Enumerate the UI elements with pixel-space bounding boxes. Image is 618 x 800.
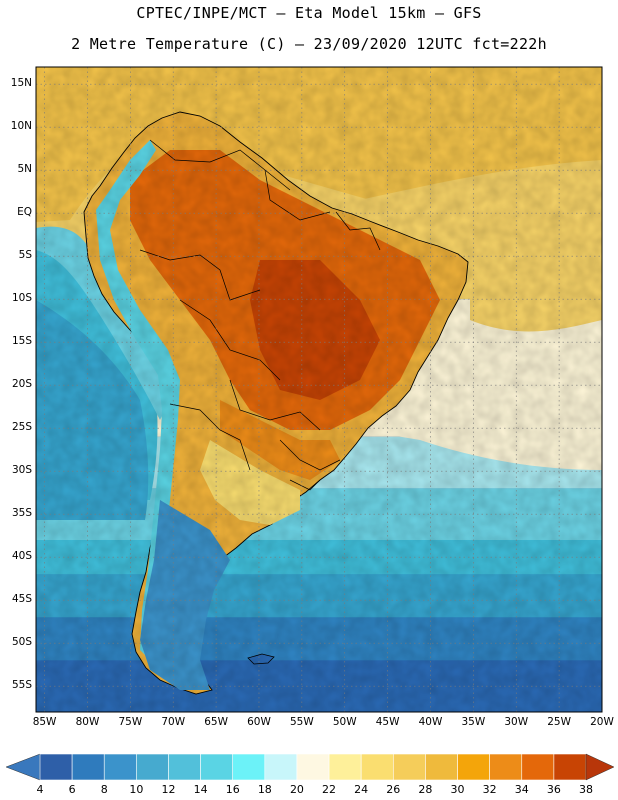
colorbar-swatch	[232, 753, 266, 781]
map-frame	[35, 66, 603, 713]
colorbar-low-arrow	[5, 753, 41, 781]
latitude-label: 50S	[11, 636, 32, 649]
colorbar-swatch	[136, 753, 169, 781]
latitude-label: EQ	[17, 206, 32, 219]
colorbar-swatch	[39, 753, 73, 781]
colorbar-swatch	[328, 753, 362, 781]
longitude-label: 30W	[504, 716, 529, 728]
colorbar-swatch	[360, 753, 394, 781]
colorbar-swatch	[168, 753, 201, 781]
colorbar-label: 36	[546, 783, 561, 796]
latitude-label: 30S	[11, 464, 32, 477]
latitude-label: 45S	[11, 593, 32, 606]
colorbar-label: 30	[450, 783, 465, 796]
colorbar-label: 34	[514, 783, 529, 796]
colorbar-high-arrow	[585, 753, 615, 781]
latitude-label: 20S	[11, 378, 32, 391]
colorbar-label: 10	[129, 783, 144, 796]
latitude-label: 40S	[11, 550, 32, 563]
colorbar-label: 24	[354, 783, 369, 796]
colorbar-label: 8	[100, 783, 108, 796]
colorbar-swatch	[103, 753, 137, 781]
colorbar-label: 38	[579, 783, 593, 796]
latitude-label: 15S	[11, 335, 32, 348]
colorbar-swatch	[264, 753, 298, 781]
longitude-label: 25W	[547, 716, 571, 728]
longitude-label: 70W	[161, 716, 186, 728]
colorbar-label: 6	[68, 783, 76, 796]
map-title-line2: 2 Metre Temperature (C) – 23/09/2020 12U…	[71, 35, 547, 53]
colorbar-swatch	[71, 753, 105, 781]
colorbar-swatch	[425, 753, 458, 781]
latitude-label: 55S	[11, 679, 32, 692]
longitude-label: 80W	[75, 716, 100, 728]
longitude-label: 85W	[32, 716, 57, 728]
latitude-label: 5S	[18, 249, 32, 262]
longitude-label: 60W	[247, 716, 271, 728]
latitude-label: 25S	[11, 421, 32, 434]
colorbar-swatch	[392, 753, 426, 781]
colorbar-label: 4	[36, 783, 44, 796]
longitude-label: 40W	[418, 716, 443, 728]
colorbar-swatch	[200, 753, 234, 781]
longitude-label: 65W	[204, 716, 228, 728]
latitude-label: 35S	[11, 507, 32, 520]
colorbar-label: 22	[322, 783, 337, 796]
colorbar-swatch	[296, 753, 330, 781]
colorbar-swatch	[521, 753, 555, 781]
longitude-label: 75W	[118, 716, 143, 728]
longitude-label: 50W	[332, 716, 357, 728]
map-title-line1: CPTEC/INPE/MCT – Eta Model 15km – GFS	[136, 4, 482, 22]
longitude-label: 20W	[590, 716, 614, 728]
colorbar-swatch	[553, 753, 587, 781]
colorbar-label: 28	[418, 783, 433, 796]
colorbar-label: 20	[289, 783, 304, 796]
longitude-label: 45W	[375, 716, 400, 728]
colorbar-swatch	[489, 753, 523, 781]
colorbar-label: 14	[193, 783, 208, 796]
latitude-label: 5N	[17, 163, 32, 176]
colorbar-swatch	[457, 753, 490, 781]
colorbar-label: 26	[386, 783, 401, 796]
latitude-label: 10S	[11, 292, 32, 305]
colorbar-label: 12	[161, 783, 176, 796]
latitude-label: 15N	[10, 77, 32, 90]
temperature-colorbar	[5, 753, 615, 781]
colorbar-label: 18	[257, 783, 272, 796]
colorbar-label: 16	[225, 783, 240, 796]
latitude-label: 10N	[10, 120, 32, 133]
longitude-label: 55W	[289, 716, 314, 728]
longitude-label: 35W	[461, 716, 486, 728]
colorbar-label: 32	[482, 783, 497, 796]
